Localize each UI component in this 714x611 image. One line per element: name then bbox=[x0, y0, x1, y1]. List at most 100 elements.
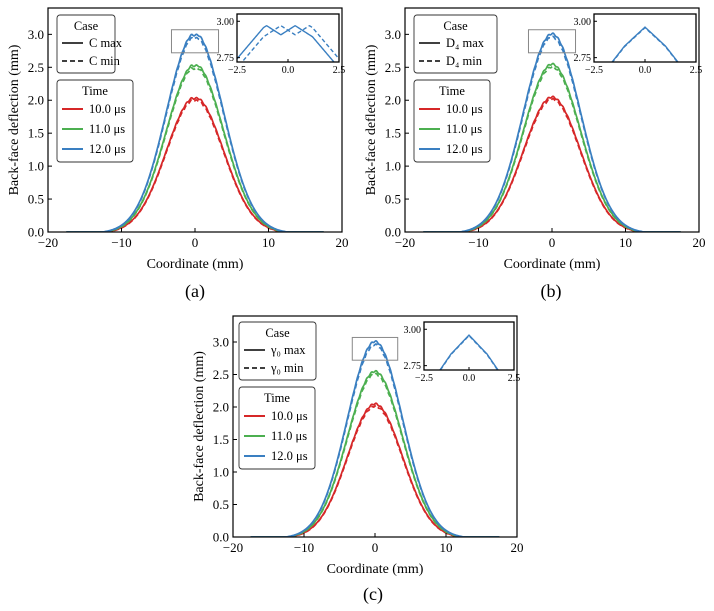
x-tick-label: 20 bbox=[693, 235, 706, 250]
x-tick-label: 10 bbox=[619, 235, 632, 250]
curve-12.0s-max bbox=[250, 339, 500, 537]
panel-3: −20 −10 0 10 20 0.0 0.5 1.0 1.5 2.0 2.5 3.0 Coordina… bbox=[192, 315, 524, 605]
legend-case-entry: D₄ min bbox=[446, 54, 483, 68]
inset-curves bbox=[237, 25, 339, 62]
x-tick-label: 0 bbox=[192, 235, 199, 250]
y-tick-label: 0.0 bbox=[385, 225, 401, 240]
inset-plot: −2.5 0.0 2.5 2.75 3.00 bbox=[217, 13, 345, 76]
y-tick-label: 2.0 bbox=[385, 93, 401, 108]
y-tick-label: 2.5 bbox=[28, 60, 44, 75]
y-tick-label: 3.0 bbox=[213, 335, 229, 350]
legend-time-title: Time bbox=[82, 84, 108, 98]
legend-case-entry: γ₀ max bbox=[270, 343, 306, 357]
curves bbox=[250, 339, 500, 537]
inset-x-tick-label: 0.0 bbox=[639, 65, 652, 76]
legend-time: Time 10.0 μs 11.0 μs 12.0 μs bbox=[56, 79, 134, 163]
inset-y-tick-label: 2.75 bbox=[404, 361, 422, 372]
inset-background bbox=[424, 322, 514, 370]
legend-time-entry: 10.0 μs bbox=[271, 409, 308, 423]
x-tick-label: −10 bbox=[468, 235, 488, 250]
inset-x-tick-label: 2.5 bbox=[508, 373, 521, 384]
legend-time-box bbox=[238, 386, 316, 470]
inset-y-tick-label: 3.00 bbox=[574, 17, 592, 28]
legend-time-title: Time bbox=[439, 84, 465, 98]
x-tick-label: 0 bbox=[549, 235, 556, 250]
legend-case: Case γ₀ max γ₀ min bbox=[238, 321, 317, 381]
y-tick-label: 2.5 bbox=[385, 60, 401, 75]
inset-x-tick-label: 0.0 bbox=[463, 373, 476, 384]
panel-1: −20 −10 0 10 20 0.0 0.5 1.0 1.5 2.0 2.5 3.0 Coordina… bbox=[7, 7, 349, 302]
inset-x-tick-label: −2.5 bbox=[415, 373, 433, 384]
zoom-region-box bbox=[351, 336, 399, 361]
panel-caption: (c) bbox=[363, 584, 383, 605]
y-tick-label: 0.0 bbox=[213, 530, 229, 545]
legend-case-entry: C max bbox=[89, 36, 123, 50]
inset-plot: −2.5 0.0 2.5 2.75 3.00 bbox=[574, 13, 702, 76]
panel-2: −20 −10 0 10 20 0.0 0.5 1.0 1.5 2.0 2.5 3.0 Coordina… bbox=[364, 7, 706, 302]
inset-y-tick-label: 2.75 bbox=[574, 53, 592, 64]
y-tick-label: 1.5 bbox=[385, 126, 401, 141]
legend-time-box bbox=[413, 79, 491, 163]
curve-12.0s-max bbox=[423, 32, 681, 232]
legend-case-entry: γ₀ min bbox=[270, 361, 304, 375]
inset-curves bbox=[439, 334, 499, 370]
legend-case-title: Case bbox=[265, 326, 290, 340]
y-tick-label: 0.5 bbox=[213, 497, 229, 512]
y-tick-label: 0.5 bbox=[28, 192, 44, 207]
legend-case-entry: C min bbox=[89, 54, 121, 68]
inset-curve-max bbox=[611, 26, 679, 62]
inset-curves bbox=[611, 26, 679, 62]
legend-case-box bbox=[238, 321, 317, 381]
legend-case: Case D₄ max D₄ min bbox=[413, 14, 498, 74]
legend-time-entry: 12.0 μs bbox=[446, 142, 483, 156]
y-axis-label: Back-face deflection (mm) bbox=[364, 44, 379, 195]
legend-case-entry: D₄ max bbox=[446, 36, 485, 50]
y-tick-label: 0.5 bbox=[385, 192, 401, 207]
inset-curve-max bbox=[237, 25, 335, 62]
inset-y-tick-label: 3.00 bbox=[217, 17, 235, 28]
legend-case: Case C max C min bbox=[56, 14, 123, 74]
x-tick-label: −20 bbox=[223, 540, 243, 555]
legend-time-entry: 10.0 μs bbox=[446, 102, 483, 116]
legend-case-title: Case bbox=[443, 19, 468, 33]
x-tick-label: −20 bbox=[395, 235, 415, 250]
x-axis-label: Coordinate (mm) bbox=[504, 257, 601, 272]
x-tick-label: −10 bbox=[111, 235, 131, 250]
legend-time-box bbox=[56, 79, 134, 163]
legend-time-entry: 11.0 μs bbox=[446, 122, 482, 136]
y-tick-label: 0.0 bbox=[28, 225, 44, 240]
y-tick-label: 2.0 bbox=[28, 93, 44, 108]
x-tick-label: 20 bbox=[511, 540, 524, 555]
x-tick-label: 10 bbox=[440, 540, 453, 555]
legend-case-box bbox=[56, 14, 116, 74]
inset-background bbox=[237, 14, 339, 62]
curve-12.0s-max bbox=[66, 33, 324, 232]
y-tick-label: 1.0 bbox=[385, 159, 401, 174]
y-axis-label: Back-face deflection (mm) bbox=[192, 351, 207, 502]
y-tick-label: 1.5 bbox=[213, 432, 229, 447]
inset-x-tick-label: 0.0 bbox=[282, 65, 295, 76]
panel-caption: (a) bbox=[185, 281, 205, 302]
inset-background bbox=[594, 14, 696, 62]
legend-time-entry: 12.0 μs bbox=[89, 142, 126, 156]
y-axis-label: Back-face deflection (mm) bbox=[7, 44, 22, 195]
y-tick-label: 2.5 bbox=[213, 367, 229, 382]
inset-y-tick-label: 3.00 bbox=[404, 325, 422, 336]
y-tick-label: 2.0 bbox=[213, 400, 229, 415]
zoom-region-box bbox=[170, 29, 220, 54]
y-tick-label: 1.0 bbox=[28, 159, 44, 174]
legend-time-entry: 11.0 μs bbox=[89, 122, 125, 136]
inset-y-tick-label: 2.75 bbox=[217, 53, 235, 64]
panel-caption: (b) bbox=[541, 281, 562, 302]
inset-x-tick-label: −2.5 bbox=[228, 65, 246, 76]
curves bbox=[66, 33, 324, 232]
x-axis-label: Coordinate (mm) bbox=[147, 257, 244, 272]
x-tick-label: −10 bbox=[294, 540, 314, 555]
x-axis-label: Coordinate (mm) bbox=[327, 562, 424, 577]
legend-time-entry: 10.0 μs bbox=[89, 102, 126, 116]
y-tick-label: 1.5 bbox=[28, 126, 44, 141]
y-tick-label: 3.0 bbox=[28, 27, 44, 42]
x-tick-label: −20 bbox=[38, 235, 58, 250]
y-tick-label: 3.0 bbox=[385, 27, 401, 42]
